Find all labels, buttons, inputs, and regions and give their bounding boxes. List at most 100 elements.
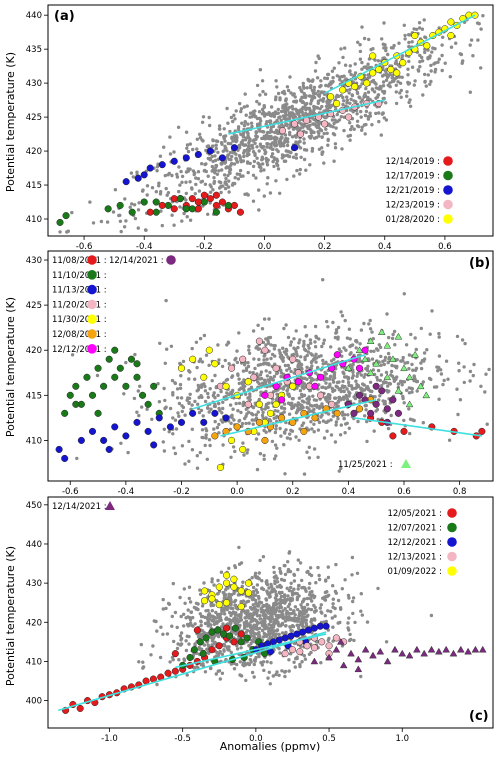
plot-area bbox=[56, 11, 485, 234]
background-point bbox=[204, 436, 208, 440]
background-point bbox=[222, 173, 227, 177]
background-point bbox=[298, 86, 302, 90]
background-point bbox=[212, 176, 216, 180]
legend-label: 11/25/2021 : bbox=[338, 460, 393, 470]
background-point bbox=[348, 87, 352, 92]
background-point bbox=[321, 96, 326, 101]
background-point bbox=[133, 216, 138, 221]
background-point bbox=[248, 115, 252, 119]
background-point bbox=[273, 581, 277, 586]
background-point bbox=[342, 128, 346, 133]
background-point bbox=[302, 141, 306, 145]
background-point bbox=[410, 362, 414, 367]
background-point bbox=[299, 155, 303, 159]
background-point bbox=[160, 223, 164, 228]
data-point bbox=[420, 649, 429, 657]
background-point bbox=[163, 173, 167, 178]
background-point bbox=[216, 578, 220, 583]
background-point bbox=[190, 346, 194, 351]
data-point bbox=[400, 364, 408, 372]
background-point bbox=[291, 618, 296, 622]
background-point bbox=[274, 574, 278, 578]
background-point bbox=[227, 617, 231, 622]
background-point bbox=[302, 610, 307, 614]
background-point bbox=[254, 655, 258, 660]
background-point bbox=[296, 607, 300, 612]
y-tick-label: 430 bbox=[26, 79, 42, 89]
background-point bbox=[343, 63, 348, 67]
data-point bbox=[83, 373, 91, 381]
background-point bbox=[444, 359, 449, 363]
background-point bbox=[276, 91, 281, 96]
background-point bbox=[265, 660, 269, 664]
background-point bbox=[440, 53, 444, 58]
data-point bbox=[144, 400, 152, 408]
background-point bbox=[350, 125, 354, 129]
data-point bbox=[228, 364, 236, 372]
background-point bbox=[178, 382, 183, 387]
background-point bbox=[275, 85, 279, 89]
background-point bbox=[187, 585, 192, 589]
background-point bbox=[283, 472, 287, 476]
background-point bbox=[301, 421, 306, 425]
background-point bbox=[296, 567, 300, 572]
background-point bbox=[267, 417, 272, 422]
background-point bbox=[294, 350, 298, 354]
background-point bbox=[326, 385, 331, 389]
background-point bbox=[356, 419, 360, 424]
background-point bbox=[213, 373, 217, 378]
background-point bbox=[282, 442, 286, 447]
background-point bbox=[228, 610, 232, 615]
background-point bbox=[262, 104, 266, 108]
background-point bbox=[91, 221, 96, 225]
background-point bbox=[162, 386, 166, 391]
background-point bbox=[231, 119, 235, 124]
background-point bbox=[266, 176, 270, 180]
background-point bbox=[256, 432, 261, 436]
background-point bbox=[279, 374, 283, 379]
background-point bbox=[290, 104, 294, 109]
background-point bbox=[348, 101, 352, 106]
background-point bbox=[233, 358, 237, 362]
background-point bbox=[346, 621, 350, 625]
background-point bbox=[351, 80, 355, 84]
background-point bbox=[248, 147, 252, 151]
background-point bbox=[217, 431, 221, 435]
data-point bbox=[378, 387, 386, 395]
background-point bbox=[386, 52, 390, 57]
data-point bbox=[133, 418, 141, 426]
background-point bbox=[215, 172, 220, 176]
background-point bbox=[117, 213, 121, 218]
background-point bbox=[394, 101, 399, 106]
background-point bbox=[317, 134, 321, 138]
fit-line bbox=[324, 14, 476, 95]
background-point bbox=[184, 639, 188, 643]
background-point bbox=[446, 377, 450, 381]
data-point bbox=[244, 400, 252, 408]
panel-a: -0.6 -0.4 -0.2 0.0 0.2 0.4 0.64104154204254304… bbox=[26, 4, 494, 252]
background-point bbox=[391, 332, 395, 337]
background-point bbox=[286, 88, 291, 93]
background-point bbox=[312, 108, 316, 112]
background-point bbox=[165, 632, 170, 636]
background-point bbox=[347, 390, 351, 394]
background-point bbox=[307, 112, 311, 116]
background-point bbox=[354, 339, 358, 343]
background-point bbox=[419, 366, 424, 371]
background-point bbox=[252, 675, 256, 679]
background-point bbox=[271, 623, 275, 627]
background-point bbox=[217, 127, 222, 131]
background-point bbox=[351, 596, 356, 600]
background-point bbox=[223, 161, 227, 165]
background-point bbox=[436, 369, 440, 373]
data-point bbox=[205, 346, 213, 354]
background-point bbox=[355, 112, 359, 116]
background-point bbox=[385, 312, 389, 316]
background-point bbox=[316, 565, 320, 570]
background-point bbox=[359, 373, 363, 377]
background-point bbox=[317, 93, 322, 97]
y-tick-label: 410 bbox=[26, 215, 42, 225]
data-point bbox=[478, 645, 487, 653]
background-point bbox=[301, 405, 305, 410]
background-point bbox=[198, 450, 202, 455]
